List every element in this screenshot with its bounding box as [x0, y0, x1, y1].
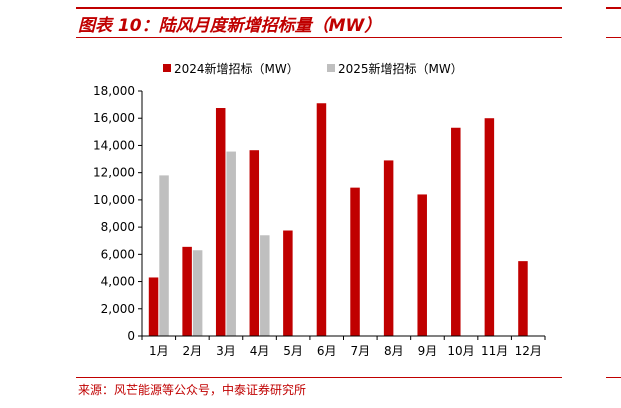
- x-tick-label: 8月: [384, 344, 404, 358]
- title-underline: [76, 37, 562, 38]
- bar-2024: [316, 103, 327, 336]
- bar-2025: [192, 250, 203, 336]
- legend-label: 2025新增招标（MW）: [338, 61, 463, 76]
- bar-2024: [215, 108, 226, 336]
- bar-2024: [283, 230, 293, 336]
- x-tick-label: 10月: [447, 344, 474, 358]
- x-tick-label: 11月: [481, 344, 508, 358]
- x-tick-label: 7月: [350, 344, 370, 358]
- bar-2025: [226, 151, 236, 336]
- y-tick-label: 0: [127, 329, 135, 343]
- bar-2024: [383, 160, 394, 336]
- x-tick-label: 2月: [183, 344, 203, 358]
- bars-group: [148, 103, 528, 336]
- y-tick-label: 16,000: [93, 111, 135, 125]
- x-tick-label: 6月: [317, 344, 337, 358]
- title-underline-fragment: [606, 37, 621, 38]
- bar-2025: [159, 175, 169, 336]
- bottom-rule-fragment: [606, 377, 621, 378]
- y-tick-label: 12,000: [93, 166, 135, 180]
- bar-2024: [417, 194, 427, 336]
- y-tick-label: 14,000: [93, 138, 135, 152]
- legend: 2024新增招标（MW） 2025新增招标（MW）: [163, 61, 463, 76]
- x-tick-label: 3月: [216, 344, 236, 358]
- source-note: 来源：风芒能源等公众号，中泰证券研究所: [78, 383, 307, 397]
- x-tick-label: 12月: [515, 344, 542, 358]
- y-tick-label: 6,000: [101, 247, 135, 261]
- bottom-rule: [76, 377, 562, 378]
- top-rule: [76, 7, 562, 9]
- axes-group: [141, 91, 546, 340]
- legend-swatch: [163, 64, 171, 72]
- y-tick-label: 10,000: [93, 193, 135, 207]
- x-tick-label: 4月: [250, 344, 270, 358]
- bar-2024: [451, 127, 461, 336]
- bar-2025: [260, 235, 270, 336]
- legend-label: 2024新增招标（MW）: [174, 61, 299, 76]
- x-axis-labels: 1月 2月 3月 4月 5月 6月 7月 8月 9月 10月 11月 12月: [149, 344, 542, 358]
- top-rule-fragment: [606, 7, 621, 9]
- x-tick-label: 1月: [149, 344, 169, 358]
- bar-2024: [182, 246, 192, 336]
- chart-title: 图表 10：陆风月度新增招标量（MW）: [78, 16, 382, 36]
- y-tick-label: 2,000: [101, 302, 135, 316]
- y-tick-label: 4,000: [101, 275, 135, 289]
- bar-2024: [350, 187, 360, 336]
- y-tick-label: 18,000: [93, 84, 135, 98]
- bar-2024: [249, 150, 260, 336]
- bar-2024: [148, 277, 159, 336]
- y-tick-label: 8,000: [101, 220, 135, 234]
- bar-2024: [484, 118, 495, 336]
- bar-2024: [518, 261, 528, 336]
- y-axis-ticks: 0 2,000 4,000 6,000 8,000 10,000 12,000 14,000 1…: [93, 84, 142, 343]
- x-tick-label: 5月: [283, 344, 303, 358]
- legend-swatch: [327, 64, 335, 72]
- x-tick-label: 9月: [418, 344, 438, 358]
